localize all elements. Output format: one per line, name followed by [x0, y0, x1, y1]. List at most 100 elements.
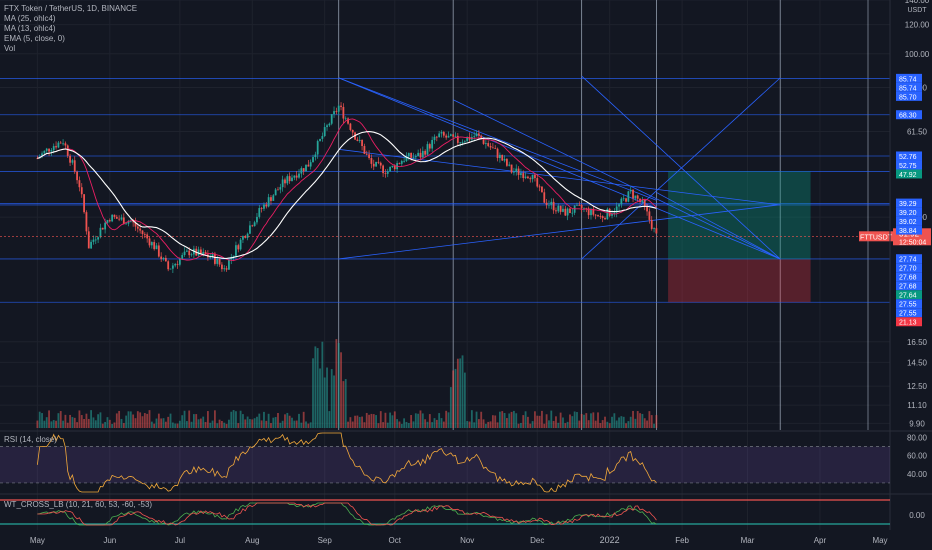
candle-body — [90, 241, 93, 249]
candle-body — [414, 156, 417, 158]
volume-bar — [407, 423, 410, 428]
candle-body — [475, 133, 478, 137]
trendline — [338, 204, 781, 260]
candle-body — [323, 127, 326, 137]
candle-body — [653, 228, 655, 229]
level-badge — [896, 82, 922, 92]
candle-body — [92, 239, 95, 242]
candle-body — [125, 223, 128, 225]
trendline — [338, 77, 781, 260]
volume-bar — [321, 341, 324, 428]
volume-bar — [157, 413, 160, 428]
level-label: 47.92 — [899, 172, 917, 179]
volume-bar — [634, 418, 637, 428]
candle-body — [274, 189, 277, 196]
candle-body — [648, 211, 651, 220]
volume-bar — [52, 420, 55, 428]
legend-ma25: MA (25, ohlc4) — [4, 14, 56, 23]
level-badge — [896, 110, 922, 120]
candle-body — [552, 201, 555, 211]
level-badge — [896, 299, 922, 309]
candle-body — [291, 177, 293, 182]
volume-bar — [45, 417, 48, 428]
volume-bar — [263, 411, 265, 428]
volume-bar — [375, 415, 377, 428]
volume-bar — [335, 339, 338, 428]
candle-body — [218, 258, 221, 265]
candle-body — [141, 230, 144, 234]
candle-body — [407, 152, 410, 157]
candle-body — [246, 233, 249, 238]
candle-body — [606, 208, 609, 220]
volume-bar — [136, 411, 139, 428]
candle-body — [433, 136, 436, 140]
volume-bar — [449, 387, 452, 428]
volume-bar — [508, 413, 511, 428]
currency-label: USDT — [907, 7, 927, 14]
level-badge — [896, 91, 922, 101]
volume-bar — [316, 348, 319, 428]
volume-bar — [167, 416, 170, 428]
level-badge — [896, 290, 922, 300]
volume-bar — [73, 417, 76, 428]
candle-body — [87, 231, 90, 249]
volume-bar — [403, 418, 406, 428]
volume-bar — [569, 414, 571, 428]
volume-bar — [284, 414, 286, 428]
volume-bar — [489, 421, 492, 428]
candle-body — [522, 173, 525, 179]
level-label: 27.55 — [899, 311, 917, 318]
candle-body — [520, 173, 522, 175]
candle-body — [286, 176, 289, 184]
volume-bar — [405, 421, 408, 428]
candle-body — [288, 176, 291, 182]
candle-body — [132, 221, 135, 223]
trendline — [656, 192, 781, 260]
x-tick-label: Oct — [389, 536, 402, 545]
volume-bar — [330, 369, 333, 428]
candle-body — [361, 139, 363, 147]
volume-bar — [160, 418, 163, 428]
volume-bar — [487, 421, 490, 428]
volume-bar — [309, 422, 312, 428]
volume-bar — [368, 414, 370, 428]
volume-bar — [199, 418, 202, 428]
volume-bar — [185, 421, 188, 428]
candle-body — [199, 249, 202, 254]
volume-bar — [480, 411, 483, 428]
volume-bar — [585, 413, 588, 428]
candle-body — [564, 208, 567, 216]
volume-bar — [358, 416, 361, 428]
volume-bar — [456, 358, 459, 428]
candle-body — [57, 142, 60, 148]
candle-body — [45, 148, 48, 151]
volume-bar — [424, 419, 427, 428]
y-tick-label: 9.90 — [909, 419, 925, 428]
candle-body — [143, 233, 146, 235]
candle-body — [601, 216, 604, 219]
candle-body — [235, 245, 237, 256]
candle-body — [197, 249, 200, 256]
candle-body — [214, 253, 216, 264]
volume-bar — [99, 412, 102, 428]
candle-body — [583, 208, 585, 210]
take-profit-zone — [668, 171, 811, 260]
candle-body — [104, 222, 107, 230]
volume-bar — [115, 413, 118, 428]
volume-bar — [85, 413, 88, 428]
volume-bar — [520, 422, 522, 428]
candle-body — [615, 206, 618, 213]
candle-body — [365, 153, 368, 155]
volume-bar — [435, 419, 438, 428]
candle-body — [550, 201, 553, 205]
candle-body — [139, 228, 142, 231]
volume-bar — [347, 421, 349, 428]
candle-body — [382, 165, 384, 174]
candle-body — [150, 242, 153, 246]
candle-body — [134, 222, 137, 227]
volume-bar — [153, 423, 156, 428]
candle-body — [459, 142, 462, 144]
volume-bar — [379, 411, 382, 428]
